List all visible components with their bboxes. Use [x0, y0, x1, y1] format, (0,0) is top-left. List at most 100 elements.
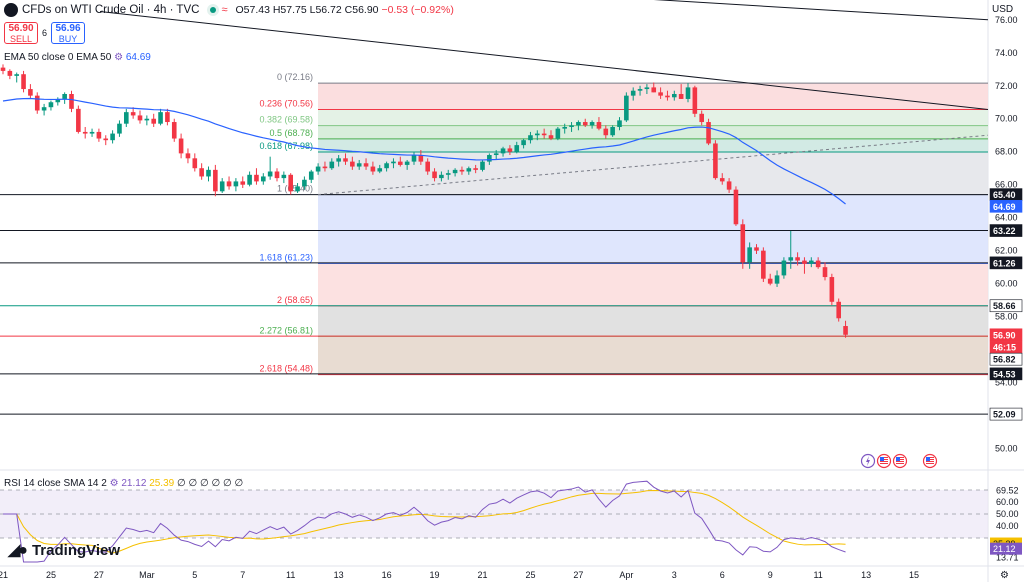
candle-body — [624, 95, 629, 121]
flag-stripe — [926, 463, 934, 464]
settings-icon[interactable]: ⚙ — [114, 52, 124, 63]
ohlc-text: O57.43 H57.75 L56.72 C56.90 — [235, 4, 379, 16]
candle-body — [377, 168, 383, 172]
time-tick-label: 19 — [430, 570, 440, 580]
candle-body — [432, 171, 437, 179]
flag-canton — [896, 457, 900, 461]
candle-body — [267, 171, 273, 177]
candle-body — [185, 153, 191, 159]
candle-body — [206, 169, 211, 177]
candle-body — [308, 171, 314, 180]
candle-body — [541, 133, 547, 136]
fib-zone — [318, 305, 988, 337]
candle-body — [719, 178, 725, 182]
price-tick-label: 70.00 — [995, 114, 1018, 124]
ema-value: 64.69 — [125, 52, 151, 63]
change-text: −0.53 (−0.92%) — [381, 4, 454, 16]
time-tick-label: 16 — [382, 570, 392, 580]
price-axis: 76.00 74.00 72.00 70.00 68.00 66.00 64.00 62.00… — [989, 15, 1023, 454]
candle-body — [363, 163, 369, 167]
candle-body — [617, 120, 622, 127]
candle-body — [384, 163, 389, 169]
price-value-text: 56.82 — [993, 355, 1016, 365]
candle-body — [0, 67, 6, 71]
price-tick-label: 50.00 — [995, 444, 1018, 454]
candle-body — [158, 112, 163, 124]
rsi-tick-label: 60.00 — [996, 497, 1019, 507]
candle-body — [665, 95, 670, 98]
candle-body — [14, 74, 19, 76]
sell-price: 56.90 — [8, 23, 34, 34]
candle-body — [843, 326, 848, 335]
fib-zone — [318, 109, 988, 126]
candle-body — [21, 74, 26, 90]
currency-label[interactable]: USD — [992, 4, 1014, 15]
time-tick-label: 6 — [720, 570, 725, 580]
price-value-tag — [989, 407, 1023, 421]
fib-label: 0.618 (67.98) — [259, 141, 313, 151]
candle-body — [507, 148, 513, 152]
candle-body — [370, 166, 376, 172]
time-tick-label: 15 — [909, 570, 919, 580]
buy-button[interactable]: 56.96 BUY — [51, 22, 86, 44]
candle-body — [795, 257, 800, 261]
price-value-tag — [989, 200, 1023, 213]
flag-stripe — [926, 461, 934, 462]
candle-body — [418, 155, 424, 162]
rsi-sma-value: 25.39 — [149, 478, 175, 489]
rsi-band — [0, 490, 988, 538]
time-tick-label: 11 — [813, 570, 822, 580]
candle-body — [555, 128, 561, 139]
price-value-text: 63.22 — [993, 226, 1016, 236]
price-value-tag — [989, 224, 1023, 237]
candle-body — [672, 94, 677, 98]
price-value-text: 46:15 — [993, 343, 1016, 353]
dashed-support-line — [317, 134, 989, 196]
symbol-title[interactable]: CFDs on WTI Crude Oil · 4h · TVC — [22, 4, 200, 16]
flag-canton — [926, 457, 930, 461]
flag-canton — [880, 457, 884, 461]
lightning-event-icon[interactable] — [860, 453, 876, 469]
price-value-text: 64.69 — [993, 202, 1016, 212]
candle-body — [343, 158, 348, 162]
rsi-value-tag — [990, 542, 1022, 555]
ema-legend[interactable]: EMA 50 close 0 EMA 50 ⚙ 64.69 — [4, 52, 151, 63]
rsi-legend[interactable]: RSI 14 close SMA 14 2 ⚙ 21.12 25.39 ∅ ∅ … — [4, 478, 243, 489]
price-tick-label: 72.00 — [995, 81, 1018, 91]
us-flag-event-icon[interactable] — [922, 453, 938, 469]
candle-body — [7, 70, 13, 76]
symbol-logo-icon[interactable] — [4, 3, 18, 17]
candle-body — [562, 126, 567, 129]
candle-body — [130, 112, 136, 116]
lightning-glyph — [866, 456, 870, 466]
price-tick-label: 76.00 — [995, 15, 1018, 25]
candle-body — [411, 155, 417, 162]
us-flag-event-icon[interactable] — [876, 453, 892, 469]
us-flag-event-icon[interactable] — [892, 453, 908, 469]
fib-zone — [318, 336, 988, 375]
time-tick-label: 3 — [672, 570, 677, 580]
rsi-value-text: 21.12 — [993, 544, 1016, 554]
candle-body — [178, 138, 184, 154]
settings-icon[interactable]: ⚙ — [109, 478, 119, 489]
sell-button[interactable]: 56.90 SELL — [4, 22, 38, 44]
ema-label: EMA 50 close 0 EMA 50 — [4, 52, 112, 63]
candle-body — [233, 181, 239, 187]
candle-body — [809, 260, 814, 264]
trendlines — [0, 0, 989, 415]
candle-body — [274, 171, 280, 179]
price-value-text: 58.66 — [993, 301, 1016, 311]
candle-body — [576, 122, 581, 126]
rsi-line — [3, 480, 846, 563]
rsi-label: RSI 14 close SMA 14 2 — [4, 478, 107, 489]
candle-body — [480, 161, 485, 170]
candle-body — [295, 186, 300, 192]
chart-settings-icon[interactable]: ⚙ — [1000, 570, 1009, 581]
time-tick-label: 27 — [94, 570, 104, 580]
rsi-sma-line — [3, 490, 846, 554]
buy-price: 56.96 — [55, 23, 81, 34]
candle-body — [452, 169, 458, 174]
price-value-text: 52.09 — [993, 410, 1016, 420]
candle-body — [261, 176, 266, 182]
